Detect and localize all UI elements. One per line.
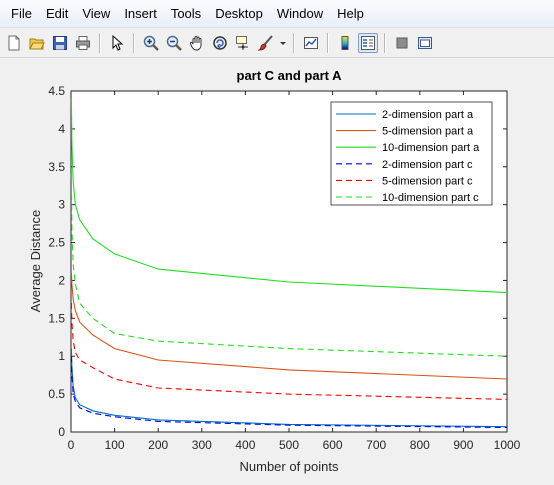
x-tick-label: 800 [410,438,430,452]
toolbar-separator [133,32,134,53]
y-tick-label: 4.5 [48,84,65,98]
x-tick-label: 600 [323,438,343,452]
menu-desktop[interactable]: Desktop [215,6,263,21]
x-tick-label: 500 [279,438,299,452]
axis-ticks: 0 100 200 300 400 500 600 700 800 900 1000 0 0.5 1 1.5… [48,84,520,452]
link-plot-icon[interactable] [301,33,321,53]
legend-label-1: 2-dimension part a [382,109,474,121]
menu-window[interactable]: Window [276,6,324,21]
x-tick-label: 300 [192,438,212,452]
legend-box [330,101,493,206]
brush-icon[interactable] [256,33,276,53]
series-line-3[interactable] [70,98,508,294]
legend-label-2: 5-dimension part a [382,126,474,138]
x-tick-label: 200 [148,438,168,452]
menu-edit[interactable]: Edit [45,6,69,21]
series-line-4[interactable] [70,356,508,429]
x-tick-label: 400 [235,438,255,452]
legend-label-5: 5-dimension part c [382,175,473,187]
y-tick-label: 2 [58,273,65,287]
new-file-icon[interactable] [4,33,24,53]
zoom-in-icon[interactable] [141,33,161,53]
y-axis-label: Average Distance [28,210,43,312]
legend-label-6: 10-dimension part c [382,192,479,204]
series-line-5[interactable] [70,303,508,400]
zoom-out-icon[interactable] [164,33,184,53]
menu-tools[interactable]: Tools [170,6,202,21]
y-tick-label: 2.5 [48,236,65,250]
y-tick-label: 4 [58,122,65,136]
data-cursor-icon[interactable] [233,33,253,53]
figure-toolbar [0,28,554,58]
x-tick-label: 900 [453,438,473,452]
y-tick-label: 1 [58,349,65,363]
legend-icon[interactable] [357,32,378,53]
save-icon[interactable] [50,33,70,53]
series-line-2[interactable] [70,272,508,380]
brush-dropdown-icon[interactable] [279,33,287,53]
x-tick-label: 100 [105,438,125,452]
y-tick-label: 3 [58,198,65,212]
menu-bar: File Edit View Insert Tools Desktop Wind… [0,0,554,28]
y-tick-label: 3.5 [48,160,65,174]
line-chart: part C and part A 0 100 200 300 400 500 600 700… [28,68,521,474]
show-plot-tools-icon[interactable] [415,33,435,53]
figure-canvas: part C and part A 0 100 200 300 400 500 600 700… [0,59,554,480]
x-tick-label: 700 [366,438,386,452]
pointer-icon[interactable] [107,33,127,53]
y-tick-label: 0.5 [48,387,65,401]
chart-title: part C and part A [237,68,343,83]
pan-icon[interactable] [187,33,207,53]
toolbar-separator [384,32,385,53]
series-line-6[interactable] [70,174,508,357]
open-file-icon[interactable] [27,33,47,53]
hide-plot-tools-icon[interactable] [392,33,412,53]
menu-help[interactable]: Help [337,6,364,21]
toolbar-separator [99,32,100,53]
print-icon[interactable] [73,33,93,53]
x-tick-label: 1000 [494,438,521,452]
y-tick-label: 1.5 [48,311,65,325]
toolbar-separator [293,32,294,53]
colorbar-icon[interactable] [335,33,355,53]
rotate-3d-icon[interactable] [210,33,230,53]
menu-view[interactable]: View [82,6,111,21]
legend-label-3: 10-dimension part a [382,142,480,154]
menu-file[interactable]: File [11,6,32,21]
toolbar-separator [327,32,328,53]
legend-items: 2-dimension part a 5-dimension part a 10-d… [336,109,480,204]
legend[interactable]: 2-dimension part a 5-dimension part a 10-d… [330,101,493,206]
series-group [70,98,508,429]
menu-insert[interactable]: Insert [124,6,157,21]
x-tick-label: 0 [68,438,75,452]
x-axis-label: Number of points [240,459,339,474]
legend-label-4: 2-dimension part c [382,159,473,171]
y-tick-label: 0 [58,425,65,439]
